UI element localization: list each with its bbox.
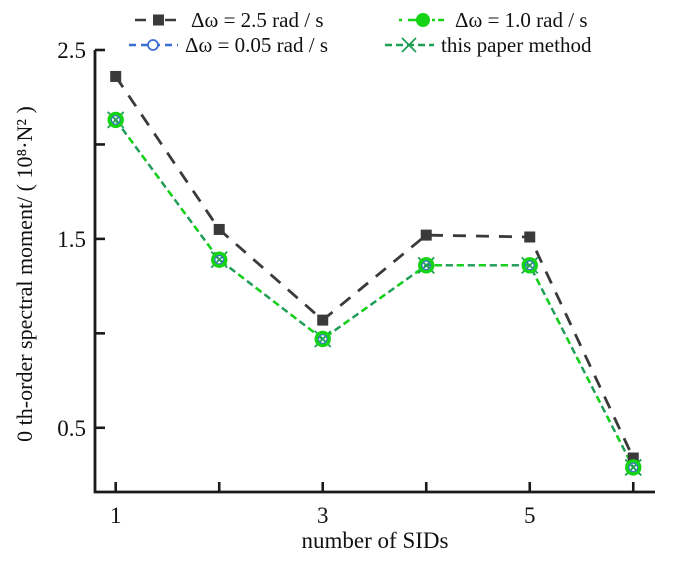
marker-green-ring xyxy=(211,251,228,268)
marker-square xyxy=(420,229,432,241)
legend-sample-paper-method xyxy=(385,37,434,53)
axis-spines xyxy=(93,50,655,494)
series-line-dw-2p5 xyxy=(114,75,635,459)
y-tick-label: 1.5 xyxy=(57,227,86,252)
legend-item-paper-method: this paper method xyxy=(384,33,591,57)
marker-green-ring xyxy=(418,257,435,274)
marker-open-circle xyxy=(317,333,329,345)
legend-sample-dw-1p0 xyxy=(399,13,448,27)
marker-open-circle xyxy=(420,260,432,271)
legend-label-dw-1p0: Δω = 1.0 rad / s xyxy=(455,8,588,32)
legend-label-dw-0p05: Δω = 0.05 rad / s xyxy=(185,33,328,57)
x-cross-marker-icon xyxy=(401,37,417,53)
legend-sample-dw-2p5 xyxy=(135,14,184,26)
marker-open-circle xyxy=(524,260,536,271)
x-tick-label: 5 xyxy=(524,503,536,528)
marker-square xyxy=(524,231,536,243)
x-tick-label: 1 xyxy=(110,503,122,528)
marker-green-ring xyxy=(521,257,538,274)
marker-green-ring xyxy=(107,111,124,129)
filled-circle-marker-icon xyxy=(416,13,430,27)
marker-open-circle xyxy=(110,114,122,126)
legend-label-paper-method: this paper method xyxy=(441,33,592,57)
x-tick-label: 3 xyxy=(317,503,329,528)
y-tick-label: 0.5 xyxy=(57,416,86,441)
series-line-dw-1p0 xyxy=(114,119,635,468)
legend-item-dw-1p0: Δω = 1.0 rad / s xyxy=(398,8,588,32)
marker-square xyxy=(627,452,639,464)
marker-open-circle xyxy=(213,254,225,265)
x-axis-title: number of SIDs xyxy=(301,528,449,553)
legend-item-dw-0p05: Δω = 0.05 rad / s xyxy=(128,33,328,57)
marker-green-ring xyxy=(625,459,642,476)
marker-green-ring xyxy=(314,330,331,348)
marker-square xyxy=(317,314,329,326)
legend-label-dw-2p5: Δω = 2.5 rad / s xyxy=(191,8,324,32)
marker-open-circle xyxy=(627,462,639,473)
open-circle-marker-icon xyxy=(147,39,159,51)
marker-square xyxy=(213,223,225,235)
y-axis-title: 0 th-order spectral moment/ ( 10⁸·N² ) xyxy=(12,106,37,442)
y-tick-label: 2.5 xyxy=(57,38,86,63)
square-marker-icon xyxy=(153,14,164,26)
legend-sample-dw-0p05 xyxy=(129,39,178,51)
legend-item-dw-2p5: Δω = 2.5 rad / s xyxy=(134,8,324,32)
marker-square xyxy=(110,70,122,82)
